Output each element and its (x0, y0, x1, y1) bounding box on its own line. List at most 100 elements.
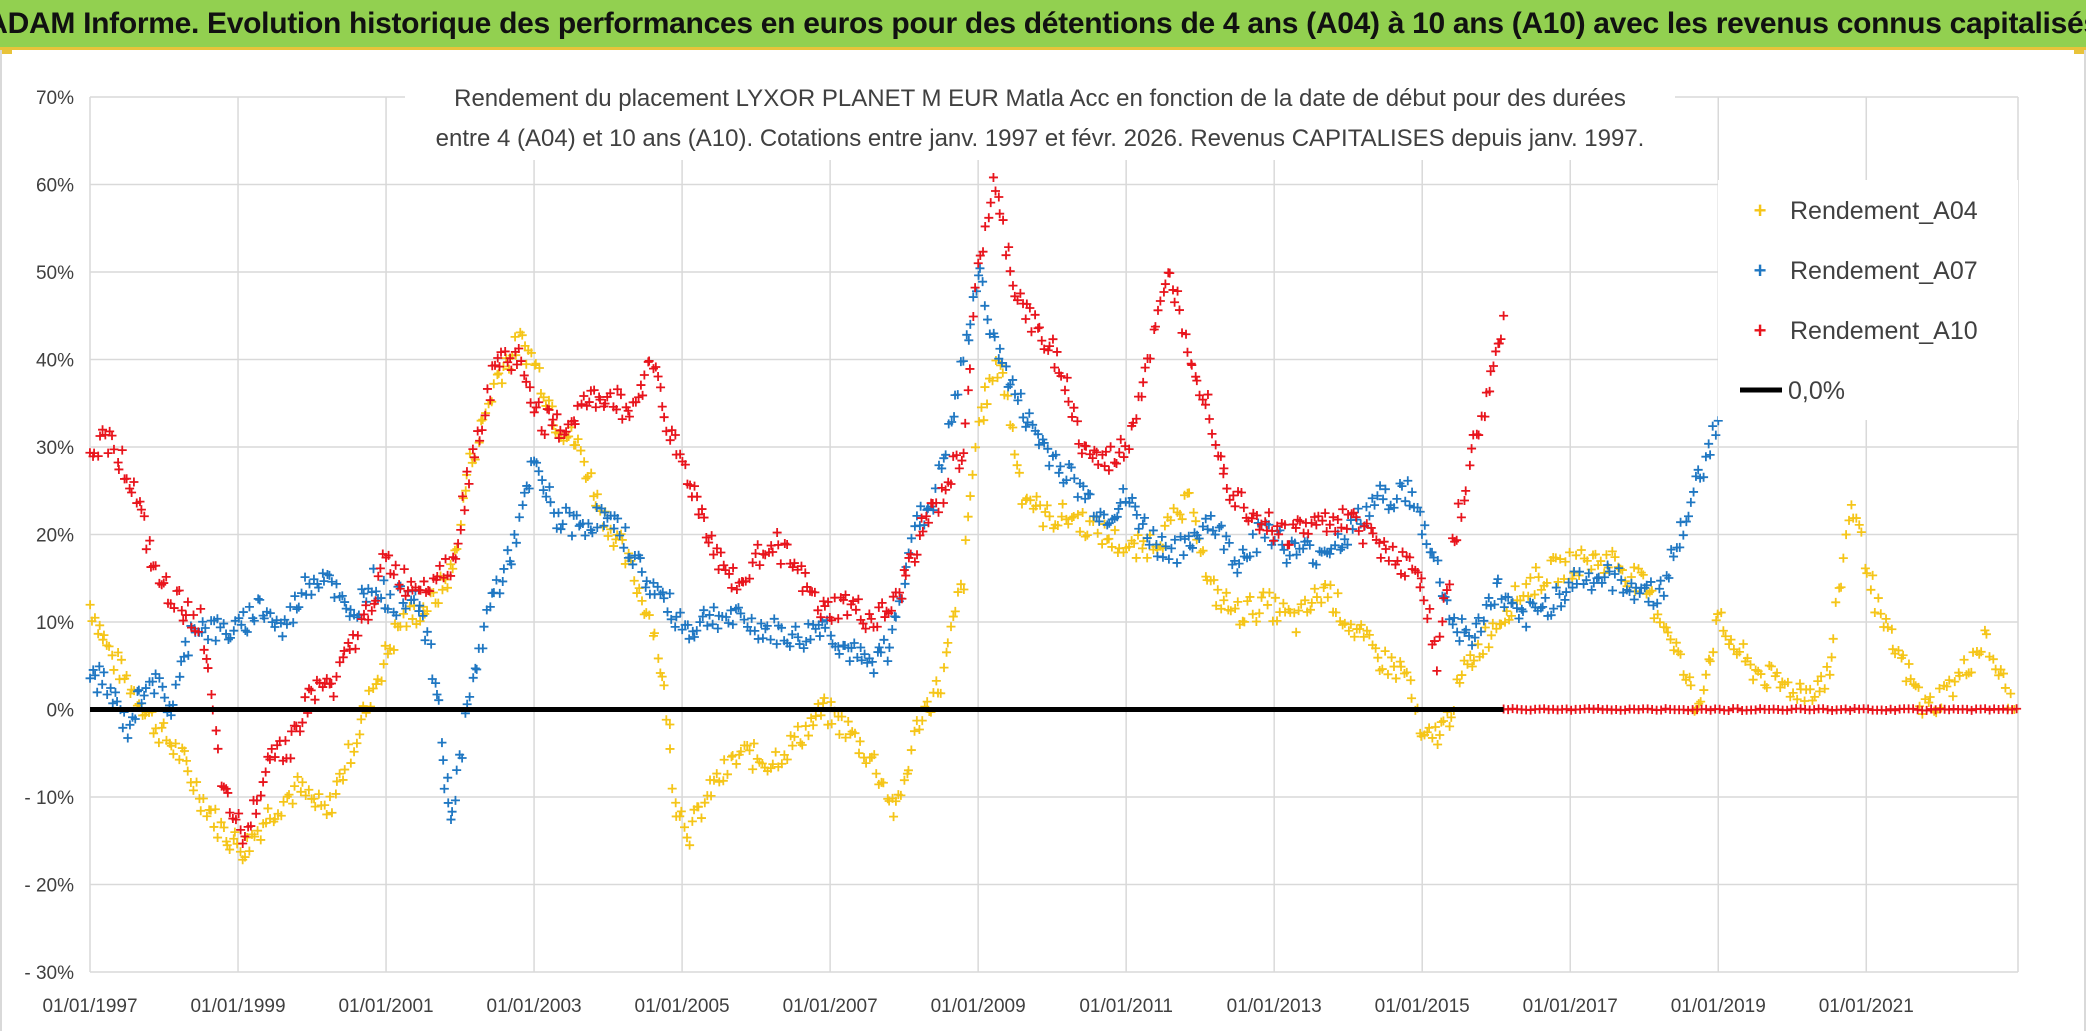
point-a07 (524, 483, 534, 493)
point-a07 (1551, 583, 1561, 593)
point-a10 (1192, 376, 1202, 386)
y-tick-label: 50% (36, 263, 74, 284)
point-a04 (1596, 556, 1606, 566)
point-a04 (301, 790, 311, 800)
point-a07 (874, 642, 884, 652)
point-a04 (276, 811, 286, 821)
point-a04 (837, 712, 847, 722)
point-a10 (800, 568, 810, 578)
point-a04 (1310, 584, 1320, 594)
point-a07 (1708, 421, 1718, 431)
point-a04 (841, 733, 851, 743)
point-a04 (1333, 588, 1343, 598)
point-a04 (183, 766, 193, 776)
point-a10 (109, 444, 119, 454)
point-a07 (438, 755, 448, 765)
point-a10 (1320, 508, 1330, 518)
point-a10 (521, 377, 531, 387)
point-a10 (1303, 529, 1313, 539)
point-a10 (1333, 515, 1343, 525)
point-a07 (439, 784, 449, 794)
point-a10 (359, 609, 369, 619)
point-a04 (736, 747, 746, 757)
point-a10 (1317, 516, 1327, 526)
point-a10 (667, 425, 677, 435)
point-a07 (1061, 475, 1071, 485)
x-tick-label: 01/01/2019 (1671, 996, 1766, 1017)
point-a04 (649, 628, 659, 638)
point-a07 (270, 622, 280, 632)
point-a10 (199, 645, 209, 655)
point-a07 (132, 686, 142, 696)
point-a10 (1435, 632, 1445, 642)
point-a04 (803, 731, 813, 741)
point-a10 (505, 353, 515, 363)
point-a07 (1538, 602, 1548, 612)
point-a10 (816, 612, 826, 622)
point-a04 (1724, 639, 1734, 649)
point-a07 (314, 583, 324, 593)
point-a10 (236, 825, 246, 835)
point-a07 (613, 513, 623, 523)
point-a04 (1704, 654, 1714, 664)
point-a10 (1124, 444, 1134, 454)
point-a07 (1407, 487, 1417, 497)
point-a04 (1380, 646, 1390, 656)
point-a07 (255, 595, 265, 605)
point-a10 (1405, 552, 1415, 562)
point-a07 (1669, 552, 1679, 562)
point-a07 (491, 575, 501, 585)
point-a07 (1252, 547, 1262, 557)
point-a10 (389, 570, 399, 580)
point-a04 (1010, 449, 1020, 459)
point-a04 (571, 440, 581, 450)
point-a04 (1346, 619, 1356, 629)
point-a04 (380, 641, 390, 651)
point-a07 (1415, 507, 1425, 517)
point-a10 (446, 571, 456, 581)
point-a10 (125, 484, 135, 494)
point-a10 (1358, 539, 1368, 549)
point-a07 (229, 626, 239, 636)
point-a07 (648, 578, 658, 588)
point-a04 (1868, 570, 1878, 580)
point-a07 (1023, 417, 1033, 427)
point-a04 (98, 635, 108, 645)
point-a10 (995, 209, 1005, 219)
point-a10 (1034, 322, 1044, 332)
point-a04 (1686, 680, 1696, 690)
point-a04 (719, 755, 729, 765)
point-a10 (776, 559, 786, 569)
point-a10 (957, 456, 967, 466)
point-a04 (1073, 510, 1083, 520)
point-a07 (1044, 461, 1054, 471)
point-a04 (1883, 622, 1893, 632)
point-a10 (708, 550, 718, 560)
point-a04 (843, 717, 853, 727)
x-tick-label: 01/01/2009 (931, 996, 1026, 1017)
point-a04 (1300, 595, 1310, 605)
point-a07 (203, 635, 213, 644)
point-a10 (917, 513, 927, 523)
point-a07 (398, 598, 408, 608)
point-a04 (335, 769, 345, 779)
point-a04 (1391, 673, 1401, 683)
point-a07 (1051, 450, 1061, 460)
point-a04 (107, 650, 117, 660)
point-a07 (1245, 551, 1255, 561)
point-a04 (1436, 717, 1446, 727)
point-a10 (748, 558, 758, 568)
point-a07 (1194, 533, 1204, 543)
chart-title-line2: entre 4 (A04) et 10 ans (A10). Cotations… (436, 125, 1645, 152)
point-a10 (675, 449, 685, 459)
point-a04 (1294, 606, 1304, 616)
point-a07 (1659, 591, 1669, 601)
point-a07 (499, 564, 509, 574)
point-a07 (160, 693, 170, 703)
point-a10 (1656, 705, 1666, 715)
point-a04 (1129, 538, 1139, 548)
point-a10 (1336, 523, 1346, 533)
point-a04 (1025, 495, 1035, 505)
point-a10 (1216, 451, 1226, 461)
point-a07 (280, 615, 290, 625)
